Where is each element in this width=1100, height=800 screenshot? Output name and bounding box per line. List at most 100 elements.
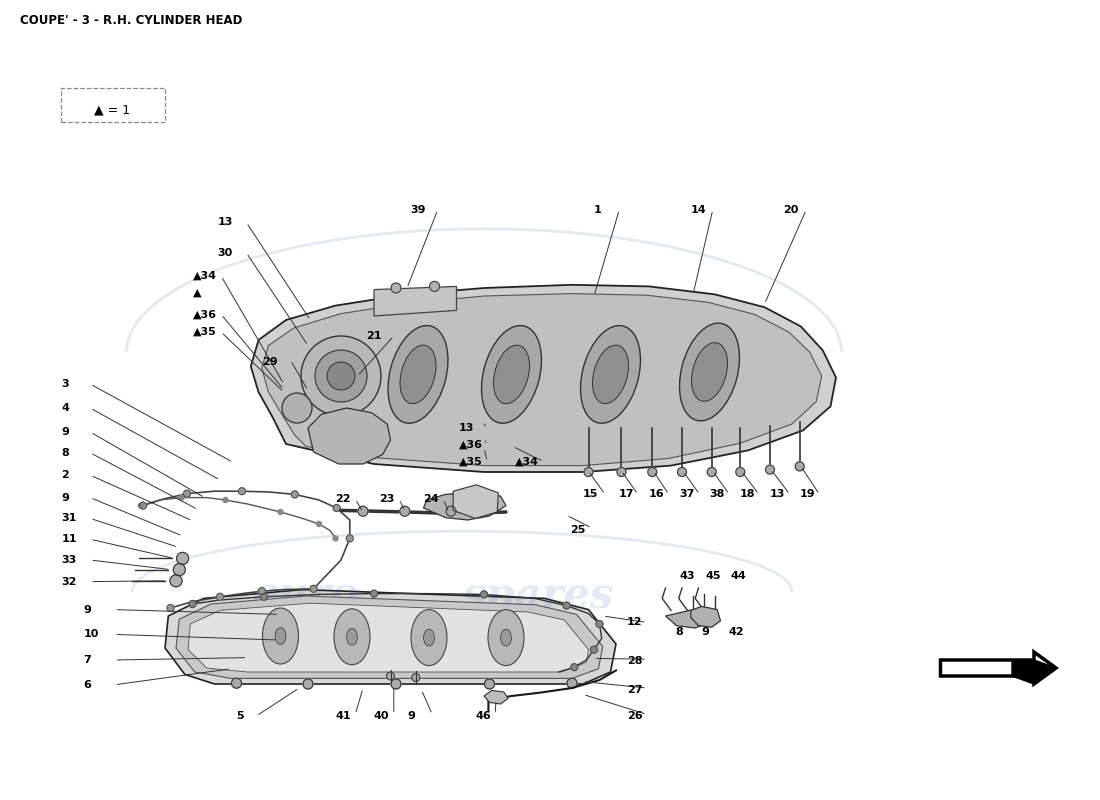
Text: 3: 3: [62, 379, 69, 389]
Circle shape: [358, 506, 368, 516]
Polygon shape: [691, 606, 720, 627]
Text: 38: 38: [710, 490, 725, 499]
Polygon shape: [940, 652, 1056, 684]
Polygon shape: [308, 408, 390, 464]
Circle shape: [707, 467, 716, 477]
Circle shape: [484, 679, 495, 689]
Circle shape: [571, 664, 578, 670]
Text: 13: 13: [770, 490, 785, 499]
Polygon shape: [424, 492, 506, 520]
Text: ▲36: ▲36: [192, 310, 217, 319]
Circle shape: [390, 283, 402, 293]
Polygon shape: [176, 596, 603, 678]
Text: 9: 9: [62, 427, 69, 437]
Ellipse shape: [263, 608, 298, 664]
Circle shape: [399, 506, 410, 516]
Ellipse shape: [424, 629, 434, 646]
Circle shape: [411, 674, 420, 682]
Text: 1: 1: [594, 205, 602, 214]
Circle shape: [766, 465, 774, 474]
Circle shape: [591, 646, 597, 653]
Polygon shape: [188, 603, 588, 672]
Circle shape: [346, 535, 353, 542]
Ellipse shape: [411, 610, 447, 666]
Circle shape: [239, 488, 245, 494]
Text: euro: euro: [253, 575, 360, 617]
Ellipse shape: [334, 609, 370, 665]
Circle shape: [217, 594, 223, 600]
Circle shape: [302, 679, 313, 689]
Circle shape: [617, 467, 626, 477]
Text: 23: 23: [379, 494, 395, 504]
Circle shape: [310, 586, 317, 592]
Text: 22: 22: [336, 494, 351, 504]
Text: 2: 2: [62, 470, 69, 480]
Text: 13: 13: [218, 218, 233, 227]
Text: ▲34: ▲34: [515, 457, 539, 466]
Circle shape: [177, 552, 188, 565]
Polygon shape: [1012, 660, 1056, 684]
Ellipse shape: [400, 345, 436, 404]
Text: euro: euro: [275, 335, 382, 377]
Circle shape: [795, 462, 804, 471]
Circle shape: [315, 350, 367, 402]
Circle shape: [223, 498, 228, 502]
Ellipse shape: [581, 326, 640, 423]
Circle shape: [167, 605, 174, 611]
Circle shape: [333, 536, 338, 541]
Circle shape: [371, 590, 377, 597]
Text: ▲34: ▲34: [192, 271, 217, 281]
Text: 6: 6: [84, 680, 91, 690]
Text: 9: 9: [407, 711, 415, 721]
Polygon shape: [251, 285, 836, 472]
Text: 9: 9: [84, 605, 91, 614]
Circle shape: [429, 282, 440, 291]
Text: 30: 30: [218, 248, 233, 258]
Circle shape: [292, 491, 298, 498]
Ellipse shape: [593, 345, 628, 404]
Bar: [60, 88, 165, 122]
Text: 26: 26: [627, 711, 642, 721]
Ellipse shape: [275, 627, 286, 645]
Circle shape: [386, 672, 395, 680]
Circle shape: [301, 336, 381, 416]
Text: 14: 14: [691, 205, 706, 214]
Circle shape: [333, 505, 340, 511]
Text: 28: 28: [627, 656, 642, 666]
Circle shape: [278, 510, 283, 514]
Circle shape: [317, 522, 321, 526]
Text: 9: 9: [702, 627, 710, 637]
Text: 40: 40: [374, 711, 389, 721]
Ellipse shape: [494, 345, 529, 404]
Polygon shape: [262, 294, 822, 466]
Circle shape: [481, 591, 487, 598]
Circle shape: [566, 678, 578, 688]
Circle shape: [140, 502, 146, 509]
Text: 5: 5: [236, 711, 244, 721]
Circle shape: [258, 588, 265, 594]
Circle shape: [584, 467, 593, 477]
Polygon shape: [484, 690, 508, 704]
Text: 7: 7: [84, 655, 91, 665]
Text: 12: 12: [627, 618, 642, 627]
Text: 33: 33: [62, 555, 77, 565]
Text: 37: 37: [680, 490, 695, 499]
Ellipse shape: [346, 629, 358, 645]
Text: 19: 19: [800, 490, 815, 499]
Ellipse shape: [692, 342, 727, 402]
Circle shape: [179, 495, 184, 500]
Text: 20: 20: [783, 205, 799, 214]
Text: ▲ = 1: ▲ = 1: [95, 104, 130, 117]
Ellipse shape: [500, 629, 512, 646]
Text: 21: 21: [366, 331, 382, 341]
Text: 17: 17: [618, 490, 634, 499]
Text: 13: 13: [459, 423, 474, 433]
Text: 46: 46: [475, 711, 491, 721]
Polygon shape: [453, 485, 498, 518]
Ellipse shape: [388, 326, 448, 423]
Text: 42: 42: [728, 627, 744, 637]
Text: 27: 27: [627, 685, 642, 694]
Circle shape: [736, 467, 745, 477]
Text: ▲36: ▲36: [459, 440, 483, 450]
Text: 9: 9: [62, 493, 69, 502]
